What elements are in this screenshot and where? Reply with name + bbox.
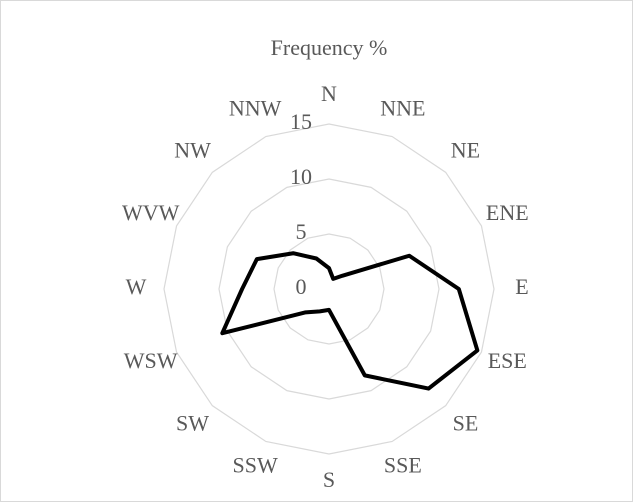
category-label: SSW [233, 452, 278, 477]
category-label: NNE [380, 96, 425, 121]
category-label: N [321, 81, 337, 106]
r-tick-label: 0 [296, 274, 307, 299]
radar-line [220, 251, 480, 391]
category-label: SE [453, 411, 479, 436]
category-label: WSW [124, 348, 178, 373]
grid-ring [273, 233, 385, 345]
category-label: WVW [122, 200, 180, 225]
category-label: SW [176, 411, 209, 436]
r-tick-label: 15 [290, 109, 312, 134]
chart-title: Frequency % [271, 35, 388, 60]
category-label: W [126, 274, 147, 299]
category-label: S [323, 467, 335, 492]
grid-ring [218, 178, 440, 400]
category-label: NNW [229, 96, 282, 121]
r-tick-label: 5 [296, 219, 307, 244]
category-label: E [515, 274, 528, 299]
grid-ring [163, 123, 495, 455]
category-label: NE [451, 138, 480, 163]
category-label: SSE [384, 452, 422, 477]
category-label: ENE [486, 200, 529, 225]
category-label: ESE [488, 348, 527, 373]
category-label: NW [174, 138, 211, 163]
r-tick-label: 10 [290, 164, 312, 189]
